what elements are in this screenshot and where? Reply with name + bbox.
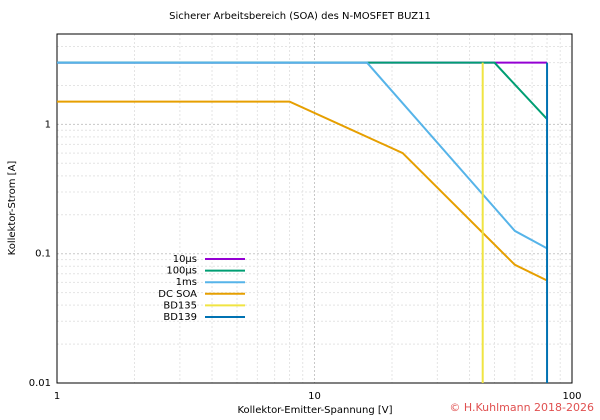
series-line	[57, 61, 548, 120]
x-axis-label: Kollektor-Emitter-Spannung [V]	[237, 405, 392, 416]
y-axis-label: Kollektor-Strom [A]	[7, 161, 18, 256]
series-line	[57, 100, 548, 282]
x-tick-label: 100	[562, 391, 581, 402]
plot-frame	[56, 33, 573, 384]
chart-title: Sicherer Arbeitsbereich (SOA) des N-MOSF…	[169, 11, 431, 22]
y-tick-label: 0.1	[35, 249, 51, 260]
series-line	[57, 61, 548, 250]
x-tick-label: 1	[54, 391, 60, 402]
legend-label: BD139	[163, 312, 197, 323]
legend-label: DC SOA	[158, 289, 197, 300]
copyright: © H.Kuhlmann 2018-2026	[449, 401, 594, 414]
legend-label: 1ms	[176, 277, 197, 288]
y-tick-label: 1	[45, 119, 51, 130]
legend-label: BD135	[163, 300, 197, 311]
legend-label: 10µs	[173, 254, 197, 265]
x-tick-label: 10	[308, 391, 321, 402]
legend-label: 100µs	[166, 266, 197, 277]
y-tick-label: 0.01	[29, 378, 51, 389]
